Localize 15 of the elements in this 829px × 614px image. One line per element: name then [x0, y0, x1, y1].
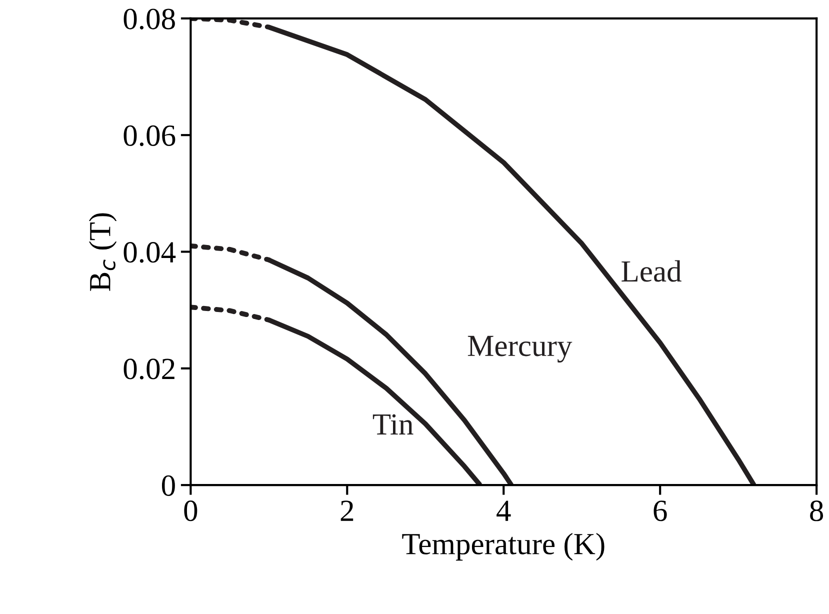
- x-axis-title: Temperature (K): [402, 532, 604, 561]
- y-tick-label: 0.06: [124, 125, 176, 146]
- x-tick-label: 6: [654, 500, 667, 522]
- x-tick-label: 0: [184, 500, 198, 522]
- x-tick-label: 8: [810, 500, 824, 522]
- series-label: Lead: [622, 260, 682, 282]
- y-tick-label: 0.04: [124, 242, 176, 263]
- y-tick-label: 0.02: [124, 358, 174, 380]
- series-label: Tin: [372, 414, 414, 434]
- series-label: Mercury: [468, 336, 572, 363]
- x-tick-label: 4: [496, 500, 511, 521]
- y-tick-label: 0.08: [124, 8, 175, 30]
- x-tick-label: 2: [340, 500, 354, 521]
- y-tick-label: 0: [162, 475, 175, 496]
- y-axis-title: B$_{c}$ (T): [88, 213, 117, 291]
